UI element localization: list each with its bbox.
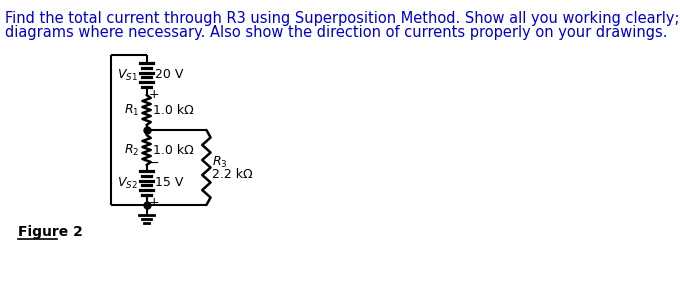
Text: 2.2 kΩ: 2.2 kΩ bbox=[212, 168, 253, 181]
Text: Find the total current through R3 using Superposition Method. Show all you worki: Find the total current through R3 using … bbox=[5, 11, 680, 26]
Text: $V_{S2}$: $V_{S2}$ bbox=[118, 175, 138, 190]
Text: $R_3$: $R_3$ bbox=[212, 155, 228, 170]
Text: Figure 2: Figure 2 bbox=[18, 225, 83, 239]
Text: 1.0 kΩ: 1.0 kΩ bbox=[152, 143, 193, 156]
Text: $V_{S1}$: $V_{S1}$ bbox=[118, 67, 138, 83]
Text: 20 V: 20 V bbox=[155, 68, 184, 82]
Text: $R_1$: $R_1$ bbox=[124, 102, 139, 117]
Text: 15 V: 15 V bbox=[155, 177, 184, 190]
Text: diagrams where necessary. Also show the direction of currents properly on your d: diagrams where necessary. Also show the … bbox=[5, 25, 667, 40]
Text: −: − bbox=[148, 157, 159, 170]
Text: +: + bbox=[148, 196, 159, 209]
Text: 1.0 kΩ: 1.0 kΩ bbox=[152, 104, 193, 117]
Text: $R_2$: $R_2$ bbox=[124, 142, 139, 158]
Text: +: + bbox=[148, 88, 159, 101]
